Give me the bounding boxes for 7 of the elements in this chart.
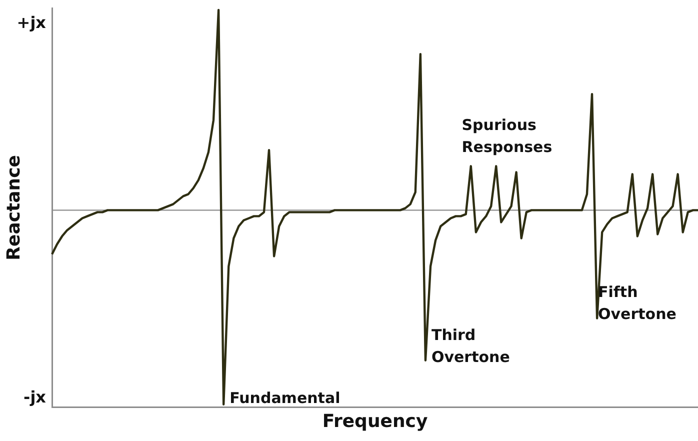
annotation: Fundamental [230,389,340,407]
annotation: Spurious Responses [462,116,552,156]
x-axis-title: Frequency [322,410,428,432]
text: -jx [24,387,47,406]
annotation: Third Overtone [431,326,510,366]
text: +jx [16,13,47,32]
y-axis-title: Reactance [3,155,24,260]
